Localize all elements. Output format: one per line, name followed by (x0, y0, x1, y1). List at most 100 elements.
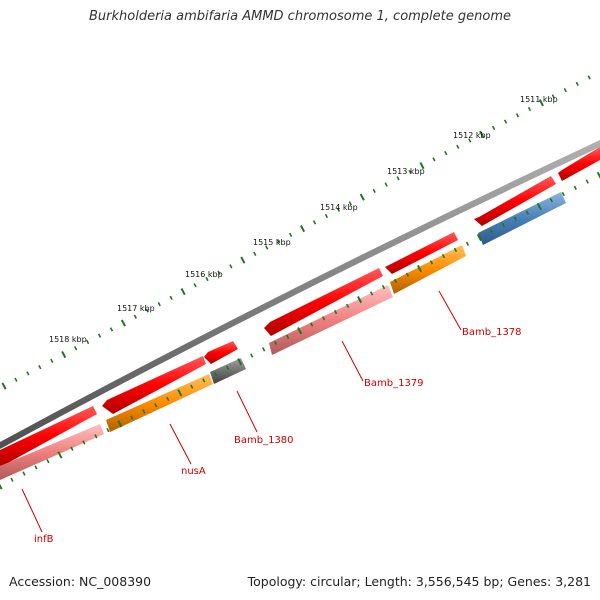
cds-arrow[interactable] (474, 176, 556, 226)
accession-text: Accession: NC_008390 (9, 574, 152, 589)
inner-tick (214, 372, 218, 377)
gene-row-lower (0, 192, 566, 480)
cds-arrow[interactable] (558, 147, 600, 181)
inner-tick (429, 260, 434, 265)
inner-ticks (0, 171, 600, 490)
cds-row-upper (0, 147, 600, 466)
scale-tick (109, 327, 114, 332)
scale-tick (419, 162, 425, 170)
gene-label-bamb1379[interactable]: Bamb_1379 (364, 378, 424, 389)
inner-tick (573, 185, 577, 190)
scale-label-1517: 1517 kbp (117, 304, 155, 313)
scale-tick (277, 239, 281, 244)
gene-label-leaders (21, 290, 462, 533)
inner-tick (106, 427, 110, 433)
scale-tick (85, 339, 90, 345)
inner-tick (585, 179, 589, 184)
scale-tick (217, 270, 221, 275)
inner-tick (453, 247, 458, 253)
inner-tick (369, 291, 374, 296)
cds-arrow[interactable] (264, 268, 383, 336)
scale-tick (408, 169, 412, 175)
scale-tick (180, 288, 186, 296)
inner-tick (0, 483, 3, 490)
gene-bar-bamb1380[interactable] (210, 358, 246, 384)
scale-tick (538, 99, 544, 107)
inner-tick (57, 451, 63, 459)
inner-tick (513, 216, 518, 222)
inner-tick (250, 353, 254, 358)
gene-bar-nusA[interactable] (106, 374, 213, 432)
scale-tick (38, 364, 42, 370)
gene-bar-bamb1378[interactable] (390, 245, 466, 294)
inner-tick (46, 459, 50, 464)
inner-tick (237, 358, 243, 366)
gene-bar-bamb1379[interactable] (269, 285, 393, 355)
scale-tick (169, 295, 173, 301)
leader-bamb1379 (341, 340, 364, 382)
scale-tick (396, 176, 400, 181)
inner-tick (297, 327, 303, 335)
scale-tick (503, 119, 508, 124)
inner-tick (405, 272, 410, 277)
inner-tick (94, 434, 98, 439)
inner-tick (416, 264, 422, 273)
inner-tick (525, 210, 529, 215)
inner-tick (262, 347, 266, 352)
leader-infB (21, 488, 43, 533)
scale-tick (74, 346, 78, 351)
scale-labels: 1511 kbp 1512 kbp 1513 kbp 1514 kbp 1515… (49, 95, 558, 344)
inner-tick (274, 340, 278, 346)
inner-tick (177, 389, 183, 397)
scale-tick (97, 333, 102, 338)
scale-tick (384, 182, 388, 187)
gene-label-infB[interactable]: infB (34, 534, 54, 545)
gene-bar-infB[interactable] (0, 424, 104, 480)
inner-tick (549, 198, 553, 203)
inner-tick (142, 409, 146, 414)
cds-arrow[interactable] (102, 356, 206, 414)
inner-tick (476, 233, 482, 242)
scale-label-1513: 1513 kbp (387, 167, 425, 176)
inner-tick (154, 403, 158, 408)
inner-tick (501, 222, 506, 228)
scale-tick (575, 81, 579, 86)
inner-tick (202, 378, 206, 383)
inner-tick (226, 365, 230, 371)
scale-label-1511: 1511 kbp (520, 95, 558, 104)
gene-label-bamb1380[interactable]: Bamb_1380 (234, 435, 294, 446)
scale-tick (491, 125, 496, 131)
scale-label-1512: 1512 kbp (453, 131, 491, 140)
cds-arrow[interactable] (204, 341, 238, 364)
cds-arrow[interactable] (385, 232, 458, 274)
scale-tick (240, 256, 246, 264)
scale-tick (145, 308, 149, 313)
scale-tick (563, 87, 567, 93)
gene-bar-blue[interactable] (478, 192, 566, 245)
inner-tick (130, 415, 134, 420)
scale-tick (551, 94, 555, 99)
scale-tick (324, 213, 329, 219)
gene-label-nusA[interactable]: nusA (181, 466, 206, 477)
scale-tick (61, 350, 67, 359)
scale-tick (205, 276, 209, 282)
scale-label-1515: 1515 kbp (253, 238, 291, 247)
inner-tick (333, 309, 338, 315)
cds-arrow[interactable] (0, 406, 97, 466)
scale-tick (157, 302, 161, 307)
map-title: Burkholderia ambifaria AMMD chromosome 1… (88, 9, 512, 24)
leader-bamb1380 (236, 390, 258, 433)
scale-tick (359, 193, 365, 201)
scale-label-1514: 1514 kbp (320, 203, 358, 212)
gene-label-bamb1378[interactable]: Bamb_1378 (462, 327, 522, 338)
topology-text: Topology: circular; Length: 3,556,545 bp… (247, 574, 591, 589)
inner-tick (357, 296, 363, 304)
scale-tick (456, 144, 460, 149)
scale-ticks (1, 75, 591, 390)
scale-tick (372, 188, 376, 193)
inner-tick (34, 465, 38, 470)
scale-tick (468, 138, 472, 143)
scale-tick (527, 106, 532, 112)
scale-tick (133, 314, 138, 319)
inner-tick (190, 384, 194, 389)
